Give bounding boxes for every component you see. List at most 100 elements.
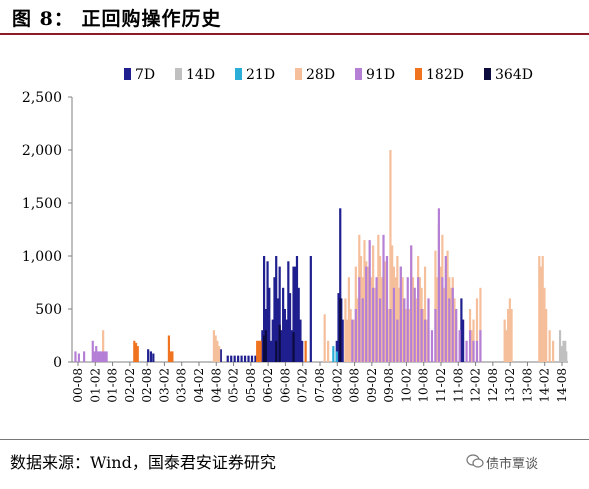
bar-14d xyxy=(558,330,562,362)
x-tick-label: 14-02 xyxy=(538,368,552,403)
bar-28d xyxy=(401,277,404,362)
bar-91d xyxy=(479,330,482,362)
bar-7d xyxy=(268,287,271,362)
bar-7d xyxy=(263,256,266,362)
bar-364d xyxy=(339,298,342,362)
bar-182d xyxy=(259,340,262,362)
bar-7d xyxy=(276,298,280,362)
bar-28d xyxy=(411,277,415,362)
title-rule xyxy=(0,33,589,35)
y-tick-label: 1,500 xyxy=(22,196,62,212)
bar-91d xyxy=(100,351,103,362)
bar-182d xyxy=(134,342,138,362)
bar-28d xyxy=(347,277,350,362)
y-tick-label: 0 xyxy=(53,355,62,371)
bar-7d xyxy=(339,208,342,362)
y-tick-label: 2,500 xyxy=(22,90,62,106)
bar-28d xyxy=(389,150,392,362)
bar-182d xyxy=(171,351,174,362)
bar-7d xyxy=(219,349,222,362)
bar-91d xyxy=(354,309,357,362)
x-tick-label: 10-02 xyxy=(399,368,413,403)
y-tick-label: 2,000 xyxy=(22,143,62,159)
bar-364d xyxy=(264,330,267,362)
figure-title: 图 8： 正回购操作历史 xyxy=(12,8,222,30)
bar-7d xyxy=(292,266,295,362)
bar-7d xyxy=(254,355,257,362)
bar-91d xyxy=(382,234,385,362)
legend-swatch-14d xyxy=(175,68,182,80)
bar-28d xyxy=(356,298,359,362)
x-tick-label: 02-02 xyxy=(123,368,137,403)
bar-14d xyxy=(565,351,568,362)
source-rule xyxy=(0,439,589,440)
legend-label-364d: 364D xyxy=(495,67,533,83)
bar-91d xyxy=(372,287,375,362)
x-tick-label: 00-08 xyxy=(71,368,85,403)
bar-28d xyxy=(349,309,352,362)
bar-28d xyxy=(503,319,506,362)
x-tick-label: 01-08 xyxy=(106,368,120,403)
bar-21d xyxy=(332,346,335,362)
bar-28d xyxy=(346,319,349,362)
bar-91d xyxy=(95,346,98,362)
source-note: 数据来源：Wind，国泰君安证券研究 xyxy=(10,453,276,472)
x-tick-label: 12-02 xyxy=(469,368,483,403)
bar-28d xyxy=(470,330,473,362)
bar-91d xyxy=(413,287,416,362)
bar-7d xyxy=(309,256,312,362)
legend-label-28d: 28D xyxy=(306,67,335,83)
bar-91d xyxy=(93,351,96,362)
bar-182d xyxy=(257,340,261,362)
bar-7d xyxy=(275,256,278,362)
y-tick-label: 1,000 xyxy=(22,249,62,265)
bar-91d xyxy=(103,351,106,362)
bar-182d xyxy=(256,340,259,362)
x-tick-label: 05-08 xyxy=(244,368,258,403)
bar-91d xyxy=(472,340,475,362)
bar-182d xyxy=(167,335,171,362)
bar-7d xyxy=(299,319,302,362)
bar-28d xyxy=(425,319,428,362)
bar-91d xyxy=(417,277,420,362)
x-tick-label: 08-08 xyxy=(348,368,362,403)
legend-label-7d: 7D xyxy=(135,67,155,83)
x-tick-label: 04-08 xyxy=(209,368,223,403)
bar-28d xyxy=(214,335,217,362)
bar-28d xyxy=(397,287,401,362)
bar-91d xyxy=(396,319,399,362)
x-tick-label: 04-02 xyxy=(192,368,206,403)
x-tick-label: 03-02 xyxy=(157,368,171,403)
x-tick-label: 05-02 xyxy=(227,368,241,403)
legend-swatch-28d xyxy=(295,68,302,80)
x-tick-label: 11-02 xyxy=(434,368,448,403)
bar-28d xyxy=(218,346,221,362)
bar-28d xyxy=(352,319,356,362)
bar-28d xyxy=(212,330,216,362)
bar-91d xyxy=(358,277,361,362)
bar-28d xyxy=(404,309,408,362)
bar-28d xyxy=(377,234,380,362)
bar-91d xyxy=(98,351,101,362)
bar-91d xyxy=(375,277,378,362)
bar-28d xyxy=(543,287,546,362)
bar-91d xyxy=(458,330,461,362)
y-tick-label: 500 xyxy=(35,302,62,318)
bar-364d xyxy=(278,324,281,362)
legend-label-182d: 182D xyxy=(426,67,464,83)
legend-swatch-91d xyxy=(355,68,362,80)
bar-28d xyxy=(359,256,363,362)
x-tick-label: 01-02 xyxy=(88,368,102,403)
bar-91d xyxy=(102,351,105,362)
bar-182d xyxy=(133,340,136,362)
x-tick-label: 09-02 xyxy=(365,368,379,403)
bar-28d xyxy=(436,277,439,362)
x-tick-label: 13-08 xyxy=(520,368,534,403)
x-tick-label: 13-02 xyxy=(503,368,517,403)
bar-28d xyxy=(442,287,446,362)
bar-28d xyxy=(439,266,442,362)
bar-28d xyxy=(327,340,330,362)
bar-182d xyxy=(304,340,307,362)
bar-28d xyxy=(396,256,399,362)
bar-7d xyxy=(230,355,233,362)
